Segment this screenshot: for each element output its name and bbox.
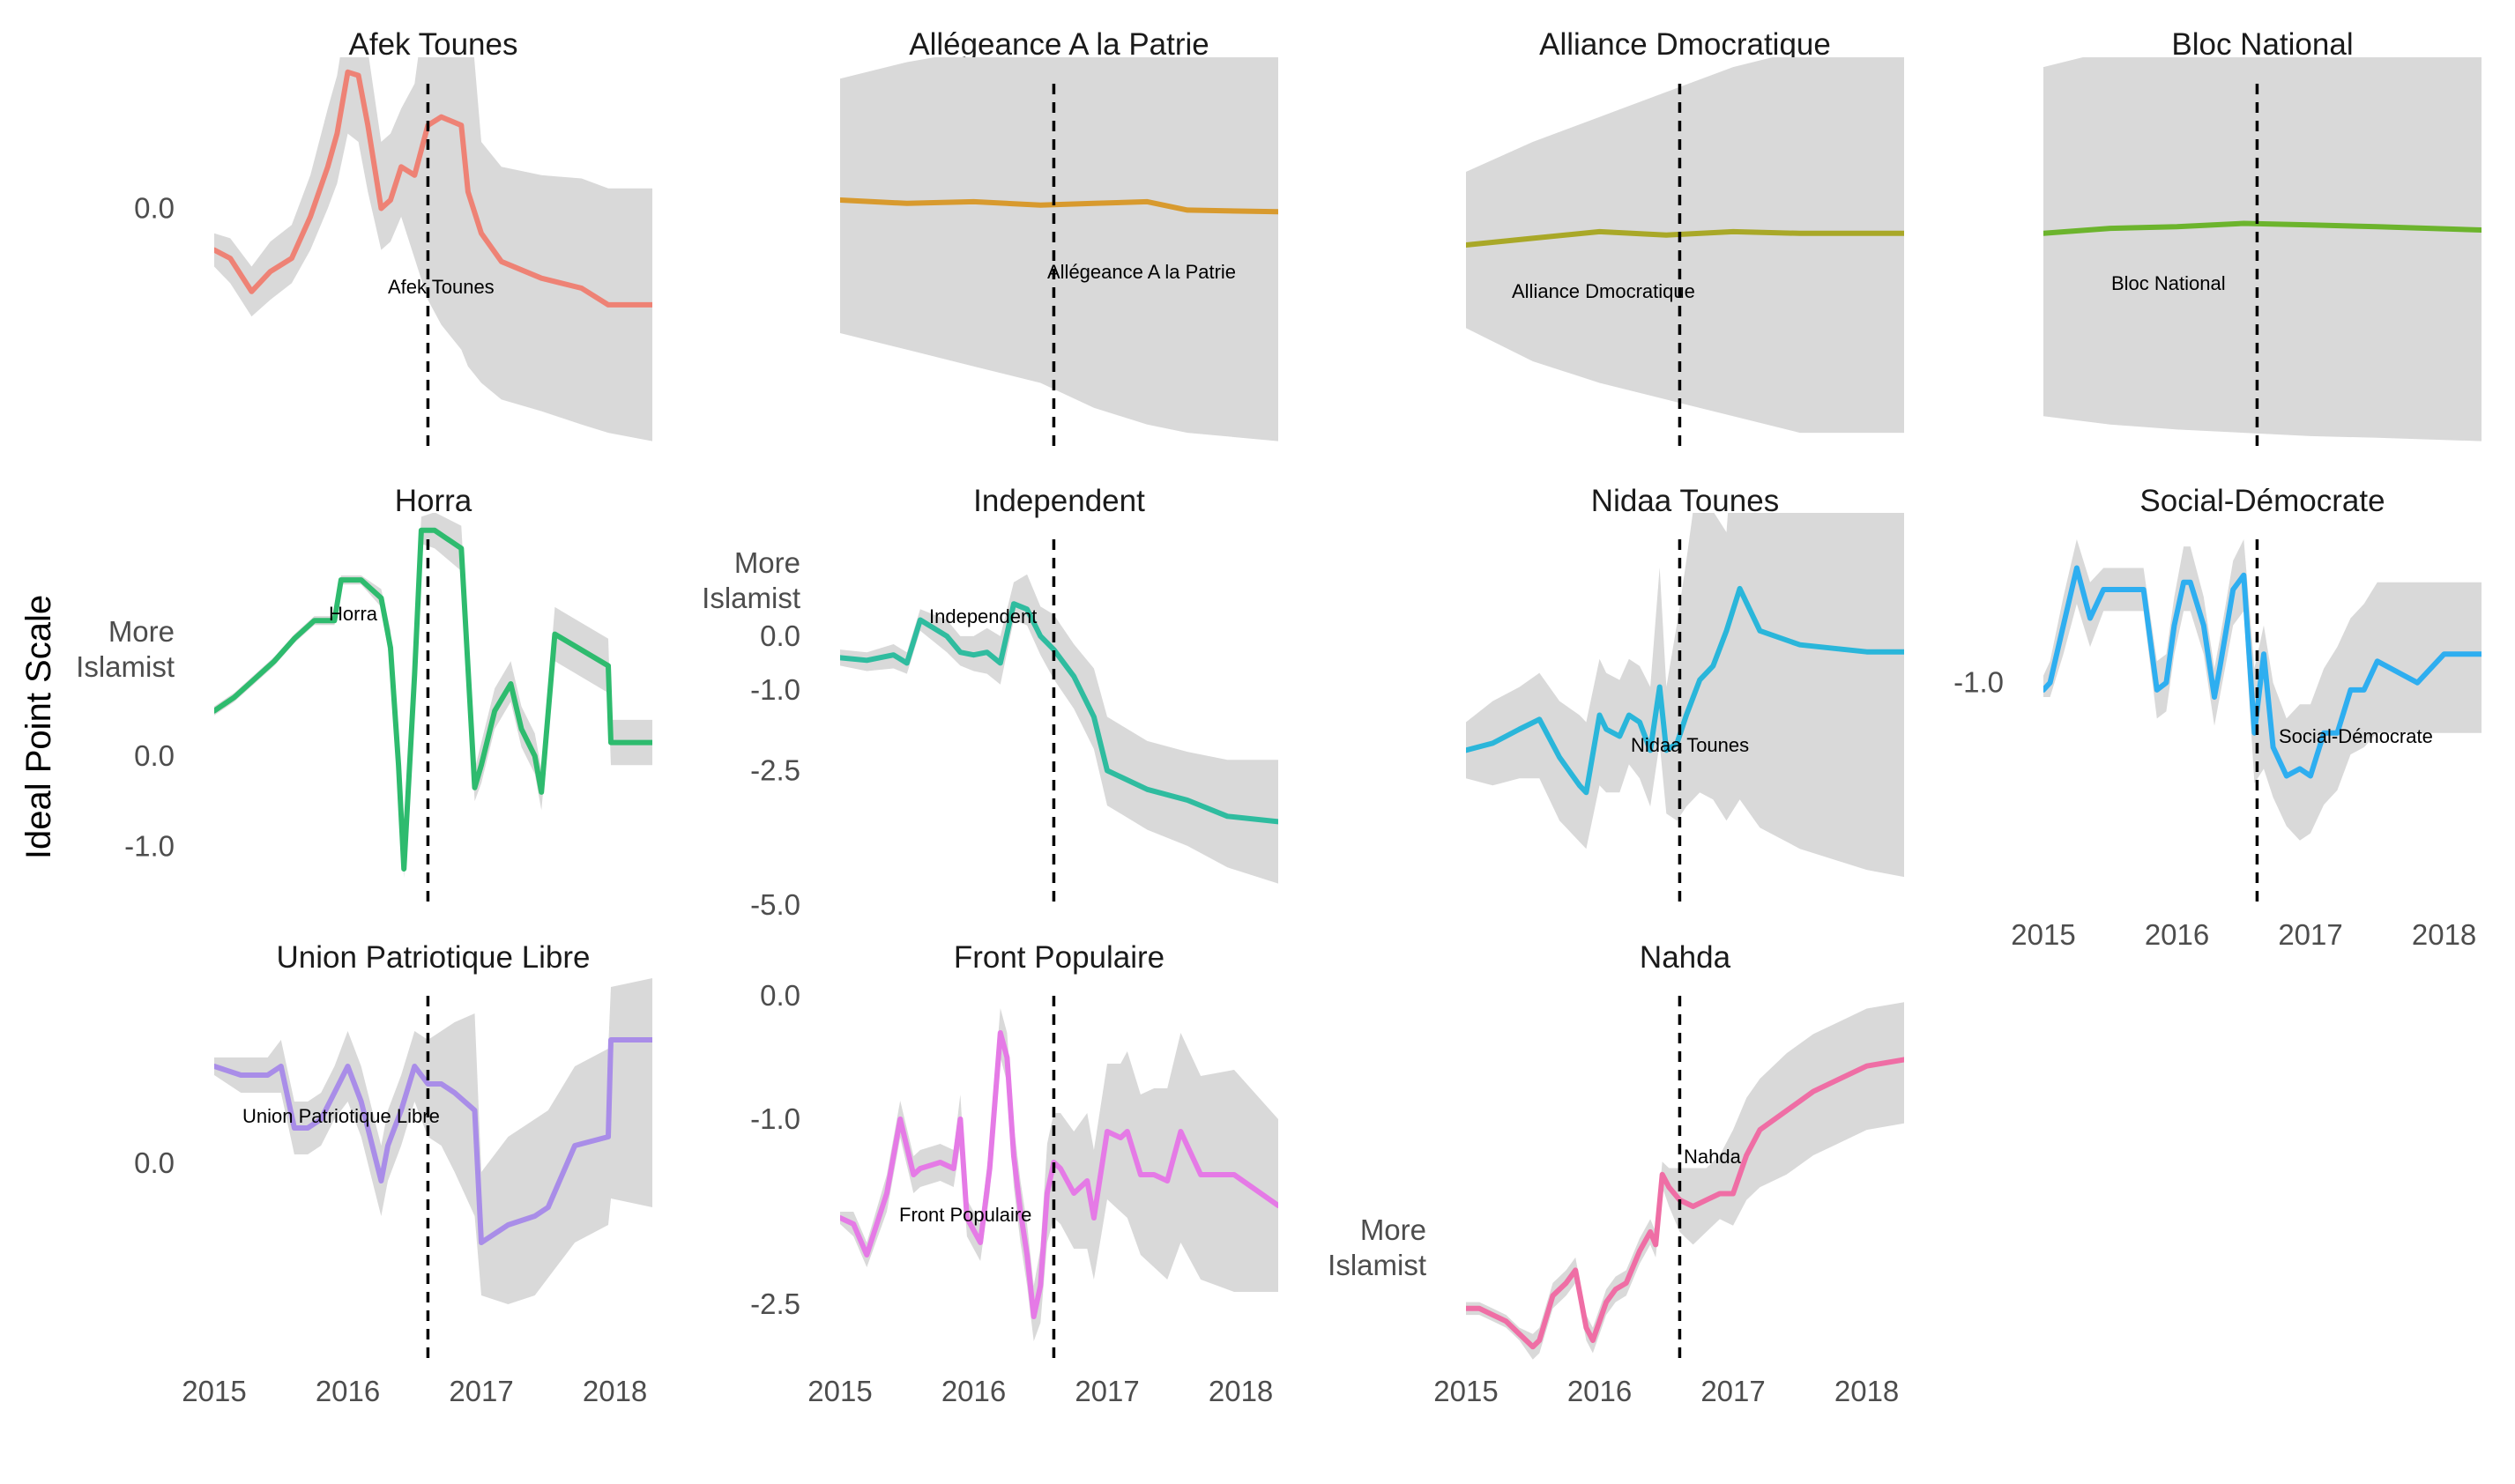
annotation-line: Islamist	[76, 650, 175, 683]
panel-title: Nahda	[1640, 940, 1731, 975]
confidence-band	[840, 57, 1278, 441]
series-label: Nahda	[1684, 1146, 1742, 1168]
more-islamist-annotation: More Islamist	[702, 546, 800, 614]
x-tick-label: 2017	[449, 1375, 513, 1407]
ideal-point-line	[214, 69, 652, 308]
x-tick-label: 2017	[2278, 918, 2342, 951]
y-tick-label: -1.0	[750, 673, 800, 706]
panel-nidaa-tounes: Nidaa Tounes Nidaa Tounes	[1466, 484, 1904, 905]
panel-title: Allégeance A la Patrie	[909, 27, 1209, 62]
ideal-point-line	[1466, 228, 1904, 248]
panel-union-patriotique-libre: Union Patriotique Libre Union Patriotique…	[134, 940, 652, 1407]
panel-title: Bloc National	[2171, 27, 2353, 62]
x-tick-label: 2015	[807, 1375, 872, 1407]
panel-alliance-dmocratique: Alliance Dmocratique Alliance Dmocratique	[1466, 27, 1904, 449]
series-label: Afek Tounes	[388, 276, 495, 298]
series-label: Independent	[929, 605, 1037, 627]
annotation-line: Islamist	[1328, 1249, 1426, 1281]
series-label: Horra	[329, 603, 378, 625]
series-label: Alliance Dmocratique	[1512, 280, 1695, 302]
annotation-line: More	[734, 546, 800, 579]
x-tick-label: 2018	[2412, 918, 2476, 951]
series-label: Nidaa Tounes	[1631, 734, 1749, 756]
confidence-band	[214, 57, 652, 441]
y-tick-label: 0.0	[134, 191, 175, 224]
panel-title: Horra	[395, 484, 472, 518]
more-islamist-annotation: More Islamist	[1328, 1213, 1426, 1281]
y-tick-label: -2.5	[750, 1287, 800, 1320]
y-tick-label: 0.0	[760, 620, 800, 652]
panel-bloc-national: Bloc National Bloc National	[2043, 27, 2482, 449]
panel-title: Afek Tounes	[349, 27, 518, 62]
y-axis-title: Ideal Point Scale	[19, 595, 58, 859]
confidence-band	[2043, 57, 2482, 441]
y-tick-label: -2.5	[750, 753, 800, 786]
ideal-point-line	[214, 527, 652, 872]
panel-social-democrate: Social-Démocrate Social-Démocrate -1.0 2015…	[1953, 484, 2482, 951]
panel-afek-tounes: Afek Tounes Afek Tounes 0.0	[134, 27, 652, 449]
x-tick-label: 2015	[2011, 918, 2075, 951]
confidence-band	[2043, 539, 2482, 841]
ideal-point-line	[1466, 585, 1904, 796]
confidence-band	[840, 1008, 1278, 1341]
panels: Afek Tounes Afek Tounes 0.0 Allégeance A la…	[76, 27, 2482, 1407]
annotation-line: More	[108, 615, 175, 648]
y-tick-label: -1.0	[750, 1102, 800, 1135]
panel-title: Union Patriotique Libre	[276, 940, 590, 975]
series-label: Allégeance A la Patrie	[1047, 261, 1236, 283]
confidence-band	[1466, 513, 1904, 878]
y-tick-label: -1.0	[1953, 666, 2004, 699]
x-tick-label: 2017	[1700, 1375, 1765, 1407]
ideal-point-line	[2043, 565, 2482, 779]
y-tick-label: 0.0	[134, 1146, 175, 1179]
series-label: Union Patriotique Libre	[242, 1105, 440, 1127]
annotation-line: Islamist	[702, 582, 800, 614]
x-tick-label: 2015	[1433, 1375, 1498, 1407]
ideal-point-line	[840, 197, 1278, 215]
x-tick-label: 2016	[316, 1375, 380, 1407]
ideal-point-line	[1466, 1057, 1904, 1350]
x-tick-label: 2015	[182, 1375, 246, 1407]
series-label: Front Populaire	[899, 1204, 1031, 1226]
more-islamist-annotation: More Islamist	[76, 615, 175, 683]
ideal-point-line	[840, 601, 1278, 825]
confidence-band	[840, 574, 1278, 884]
panel-title: Alliance Dmocratique	[1539, 27, 1831, 62]
ideal-point-line	[214, 1037, 652, 1245]
x-tick-label: 2016	[1567, 1375, 1632, 1407]
y-tick-label: -5.0	[750, 888, 800, 921]
panel-allegeance-a-la-patrie: Allégeance A la Patrie Allégeance A la Pa…	[840, 27, 1278, 449]
y-tick-label: 0.0	[134, 739, 175, 772]
panel-title: Front Populaire	[954, 940, 1164, 975]
panel-title: Social-Démocrate	[2139, 484, 2385, 518]
panel-title: Nidaa Tounes	[1591, 484, 1779, 518]
x-tick-label: 2017	[1075, 1375, 1139, 1407]
x-tick-label: 2018	[583, 1375, 647, 1407]
y-tick-label: 0.0	[760, 979, 800, 1012]
confidence-band	[1466, 57, 1904, 434]
panel-nahda: Nahda Nahda More Islamist 2015 2016 2017 2018	[1328, 940, 1904, 1407]
annotation-line: More	[1360, 1213, 1426, 1246]
series-label: Social-Démocrate	[2279, 725, 2433, 747]
x-tick-label: 2018	[1834, 1375, 1899, 1407]
y-tick-label: -1.0	[124, 829, 175, 862]
series-label: Bloc National	[2111, 272, 2226, 294]
panel-independent: Independent Independent 0.0 -1.0 -2.5 -5.0 Mor…	[702, 484, 1278, 921]
panel-horra: Horra Horra 0.0 -1.0 More Islamist	[76, 484, 652, 905]
x-tick-label: 2016	[941, 1375, 1006, 1407]
panel-front-populaire: Front Populaire Front Populaire 0.0 -1.0 -2.…	[750, 940, 1278, 1407]
ideal-point-line	[2043, 220, 2482, 236]
x-tick-label: 2018	[1209, 1375, 1273, 1407]
x-tick-label: 2016	[2145, 918, 2209, 951]
ideal-point-line	[840, 1030, 1278, 1319]
panel-title: Independent	[973, 484, 1145, 518]
confidence-band	[214, 978, 652, 1304]
